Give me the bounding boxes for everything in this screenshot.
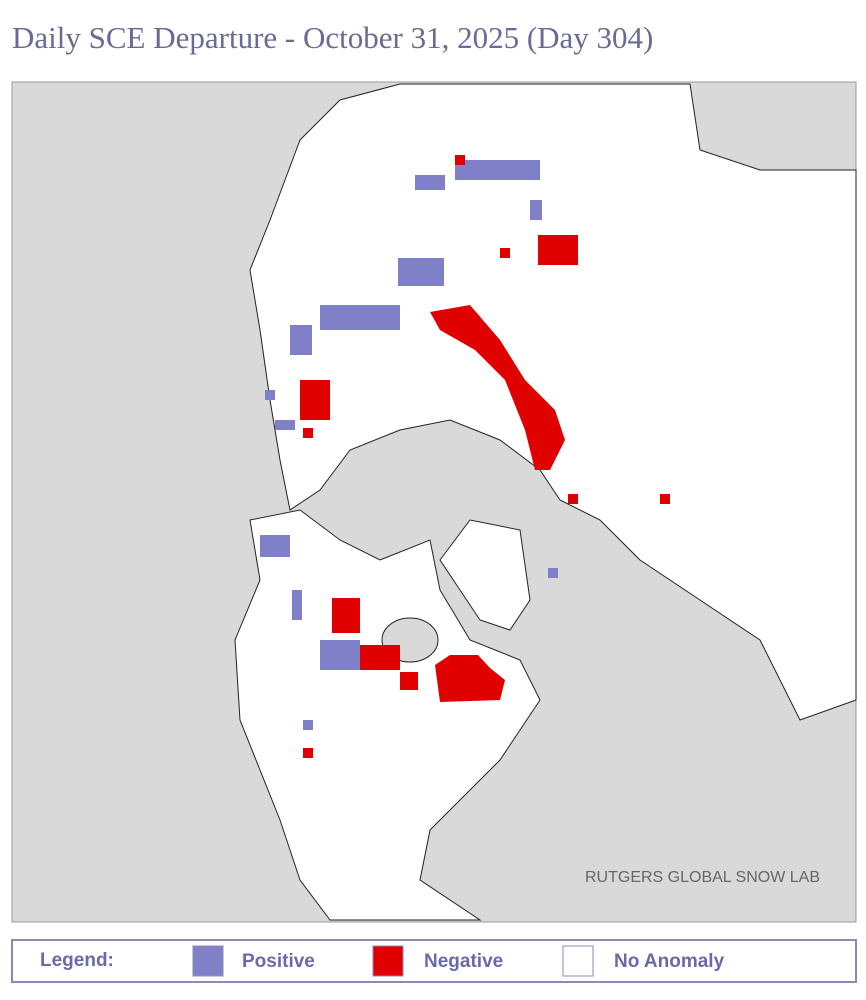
negative-cell [500,248,510,258]
positive-cell [275,420,295,430]
positive-cell [303,720,313,730]
positive-cell [548,568,558,578]
positive-cell [260,535,290,557]
negative-cell [360,645,400,670]
negative-cell [660,494,670,504]
legend-item: Positive [242,951,315,972]
negative-cell [455,155,465,165]
legend-item: No Anomaly [614,951,725,972]
negative-cell [568,494,578,504]
positive-cell [415,175,445,190]
negative-cell [303,748,313,758]
negative-cell [332,598,360,633]
positive-cell [398,258,444,286]
legend-item: Negative [424,951,503,972]
legend-swatch [192,945,224,977]
positive-cell [320,305,400,330]
greenland [439,519,531,631]
positive-cell [265,390,275,400]
positive-anomalies [260,160,558,730]
north-america [234,509,541,921]
negative-cell [303,428,313,438]
page-title: Daily SCE Departure - October 31, 2025 (… [12,20,654,55]
negative-cell [400,672,418,690]
positive-cell [320,640,360,670]
eurasia [249,83,857,721]
negative-cell [300,380,330,420]
positive-cell [290,325,312,355]
negative-anomalies [300,155,670,758]
positive-cell [530,200,542,220]
negative-cell [430,305,565,470]
legend-swatch [372,945,404,977]
negative-cell [538,235,578,265]
positive-cell [455,160,540,180]
negative-cell [435,655,505,702]
legend-swatch [562,945,594,977]
legend-label: Legend: [40,950,114,971]
legend-box [11,939,857,983]
map-credit: RUTGERS GLOBAL SNOW LAB [585,869,820,886]
positive-cell [292,590,302,620]
